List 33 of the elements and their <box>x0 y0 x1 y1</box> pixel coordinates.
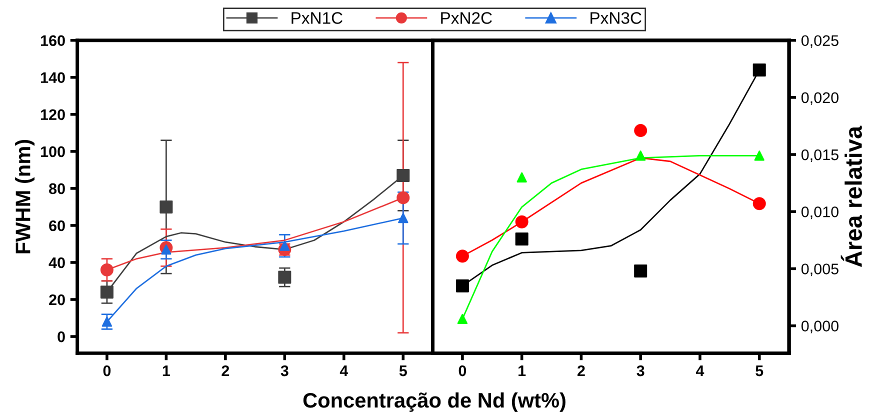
y2-tick-label: 0,025 <box>801 35 838 48</box>
x-tick-label: 1 <box>518 366 526 376</box>
y-tick-label: 0 <box>58 331 65 342</box>
y2-tick-label: 0,005 <box>801 264 838 276</box>
x-axis-title: Concentração de Nd (wt%) <box>303 392 566 412</box>
x-tick-label: 3 <box>636 365 644 376</box>
y2-axis-title: Área relativa <box>840 126 862 268</box>
y-axis-title: FWHM (nm) <box>15 140 34 254</box>
y-tick-label: 100 <box>41 146 65 158</box>
x-tick-label: 5 <box>756 366 764 376</box>
legend-label: PxN1C <box>292 12 342 24</box>
y2-tick-label: 0,015 <box>801 149 838 162</box>
x-tick-label: 0 <box>103 365 111 376</box>
x-tick-label: 1 <box>162 366 170 376</box>
y-tick-label: 80 <box>49 183 65 194</box>
y2-tick-label: 0,000 <box>801 320 838 334</box>
x-tick-label: 4 <box>696 366 704 376</box>
legend-label: PxN2C <box>441 12 492 24</box>
x-tick-label: 4 <box>340 366 348 376</box>
x-tick-label: 0 <box>458 365 466 376</box>
y2-tick-label: 0,010 <box>801 206 838 220</box>
y-tick-label: 60 <box>49 220 65 232</box>
x-tick-label: 3 <box>280 365 288 376</box>
legend-label: PxN3C <box>590 12 642 24</box>
y-tick-label: 40 <box>48 257 65 268</box>
x-tick-label: 2 <box>578 365 585 376</box>
x-tick-label: 2 <box>222 365 230 376</box>
y-tick-label: 160 <box>41 35 65 46</box>
x-tick-label: 5 <box>399 366 407 376</box>
y-tick-label: 120 <box>41 109 65 120</box>
y-tick-label: 20 <box>49 294 65 306</box>
y-tick-label: 140 <box>41 72 65 84</box>
y2-tick-label: 0,020 <box>801 92 838 105</box>
